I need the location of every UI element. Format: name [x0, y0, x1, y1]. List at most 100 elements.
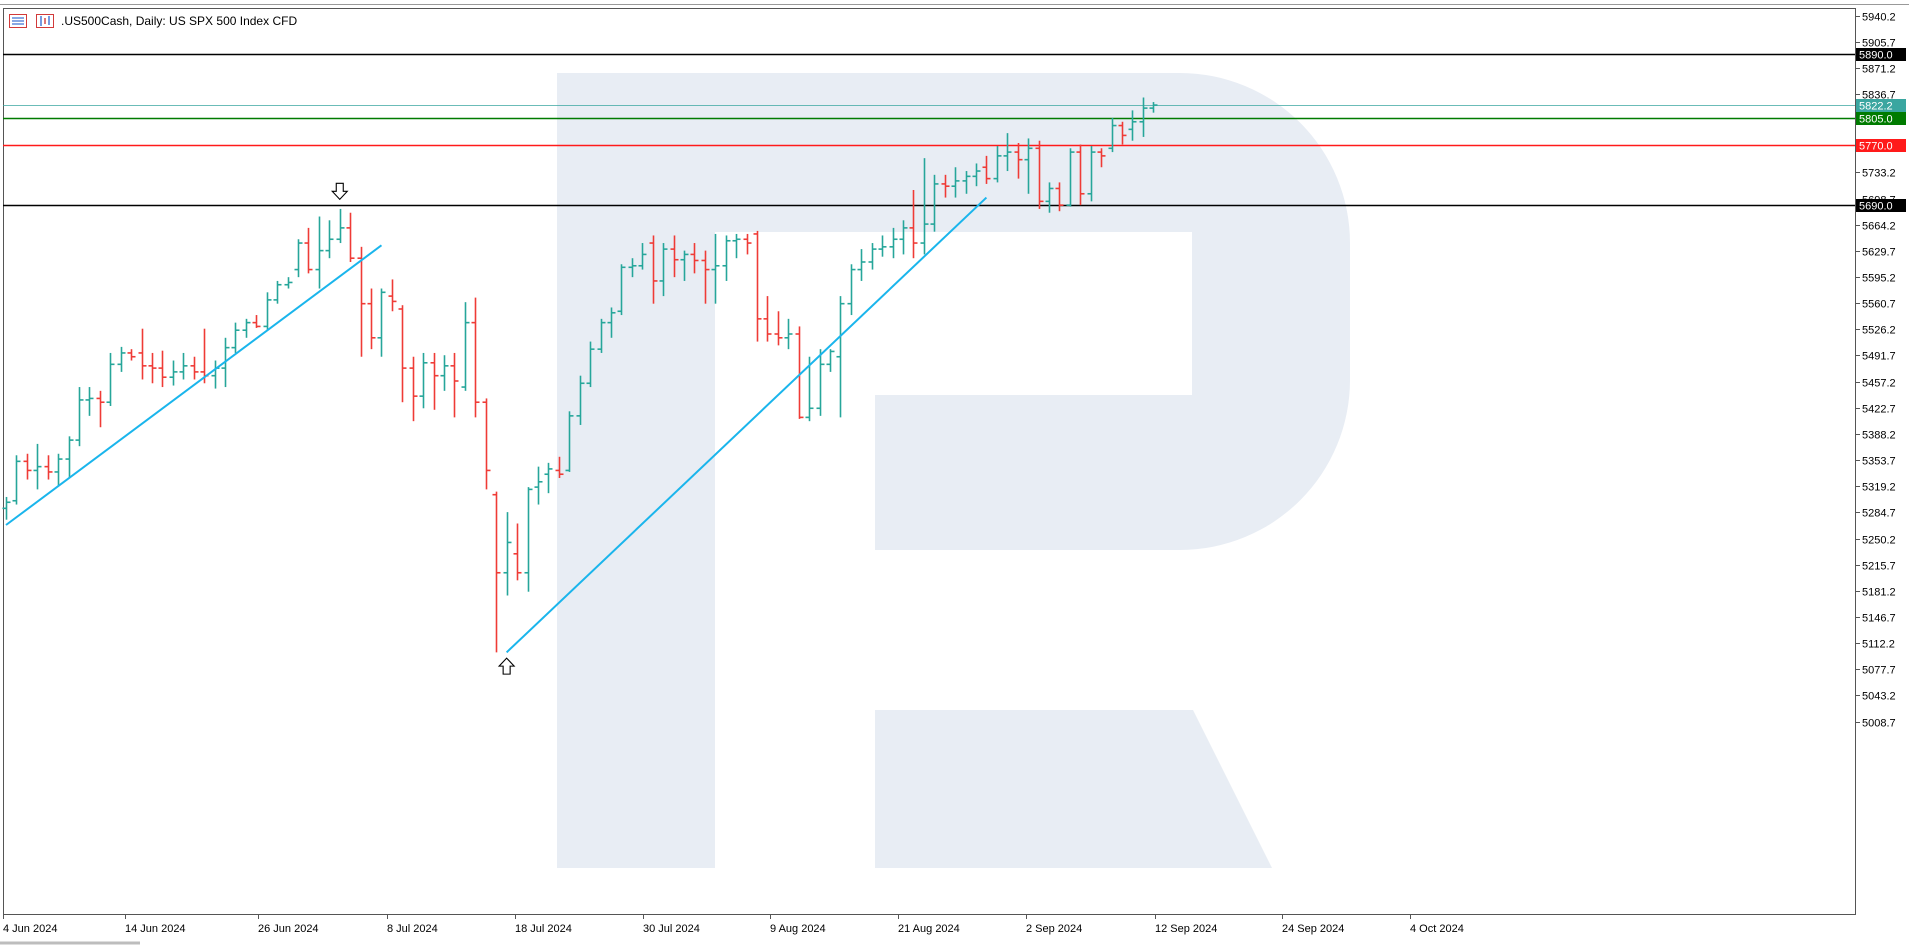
price-level-tag [1856, 199, 1906, 212]
y-tick-label: 5560.7 [1862, 299, 1896, 311]
bar-chart-icon[interactable] [36, 14, 54, 28]
ohlc-bar [555, 456, 564, 479]
ohlc-bar [336, 208, 345, 244]
ohlc-bar [962, 171, 971, 194]
x-tick-label: 18 Jul 2024 [515, 923, 572, 935]
ohlc-bar [75, 387, 84, 447]
ohlc-bar [169, 360, 178, 386]
x-tick-label: 12 Sep 2024 [1155, 923, 1217, 935]
price-level-tag-label: 5890.0 [1859, 50, 1893, 62]
ohlc-bar [690, 243, 699, 274]
ohlc-bar [273, 280, 282, 304]
ohlc-bar [388, 279, 397, 312]
y-tick-label: 5112.2 [1862, 639, 1895, 651]
x-tick-label: 30 Jul 2024 [643, 923, 700, 935]
ohlc-bar [513, 523, 522, 581]
y-tick-label: 5250.2 [1862, 535, 1896, 547]
ohlc-bar [1128, 110, 1137, 141]
price-level-tag [1856, 139, 1906, 152]
y-tick-label: 5146.7 [1862, 613, 1896, 625]
ohlc-bar [836, 296, 845, 418]
ohlc-bar [377, 288, 386, 357]
ohlc-bar [138, 328, 147, 380]
y-tick-label: 5595.2 [1862, 273, 1896, 285]
ohlc-bar [659, 243, 668, 297]
x-tick-label: 9 Aug 2024 [770, 923, 826, 935]
y-tick-label: 5215.7 [1862, 561, 1896, 573]
ohlc-bar [951, 167, 960, 198]
ohlc-bar [367, 288, 376, 350]
ohlc-bar [127, 349, 136, 361]
ohlc-bar [544, 462, 553, 494]
ohlc-bar [252, 315, 261, 328]
x-tick-label: 4 Oct 2024 [1410, 923, 1464, 935]
ohlc-bar [179, 352, 188, 380]
price-level-tag-label: 5770.0 [1859, 141, 1893, 153]
ohlc-bar [357, 246, 366, 357]
ohlc-bar [1003, 133, 1012, 172]
ohlc-bar [2, 496, 11, 520]
ohlc-bar [23, 453, 32, 480]
ohlc-bar [315, 216, 324, 289]
ohlc-bar [461, 302, 470, 391]
ohlc-bar [795, 326, 804, 419]
x-tick-label: 2 Sep 2024 [1026, 923, 1082, 935]
ohlc-bar [440, 355, 449, 391]
ohlc-bar [670, 235, 679, 278]
y-tick-label: 5526.2 [1862, 325, 1896, 337]
arrow-up-icon[interactable] [497, 657, 516, 675]
symbol-title: .US500Cash, Daily: US SPX 500 Index CFD [61, 14, 297, 28]
ohlc-bar [242, 318, 251, 338]
ohlc-bar [106, 352, 115, 407]
ohlc-bar [732, 233, 741, 259]
price-level-tag [1856, 48, 1906, 61]
ohlc-bar [930, 174, 939, 232]
ohlc-bar [649, 235, 658, 304]
ohlc-bar [482, 398, 491, 490]
ohlc-bar [1066, 148, 1075, 207]
y-tick-label: 5284.7 [1862, 508, 1896, 520]
ohlc-bar [492, 491, 501, 653]
y-tick-label: 5388.2 [1862, 430, 1896, 442]
ohlc-bar [44, 455, 53, 480]
ohlc-bar [1118, 121, 1127, 145]
ohlc-bar [12, 455, 21, 505]
ohlc-bar [753, 230, 762, 342]
ohlc-bar [450, 352, 459, 418]
y-tick-label: 5940.2 [1862, 12, 1896, 24]
ohlc-bars [2, 97, 1158, 653]
ohlc-bar [325, 220, 334, 259]
ohlc-bar [85, 387, 94, 416]
ohlc-bar [471, 297, 480, 418]
ohlc-bar [346, 212, 355, 262]
ohlc-bar [1045, 182, 1054, 213]
ohlc-bar [503, 512, 512, 596]
ohlc-bar [847, 264, 856, 316]
ohlc-bar [711, 233, 720, 304]
x-tick-label: 4 Jun 2024 [3, 923, 57, 935]
price-level-tag-label: 5805.0 [1859, 114, 1893, 126]
price-level-tag-label: 5690.0 [1859, 201, 1893, 213]
ohlc-bar [1139, 97, 1148, 137]
x-tick-label: 8 Jul 2024 [387, 923, 438, 935]
ohlc-bar [65, 436, 74, 479]
ohlc-bar [117, 346, 126, 372]
y-tick-label: 5043.2 [1862, 691, 1896, 703]
ohlc-bar [784, 318, 793, 350]
x-tick-label: 24 Sep 2024 [1282, 923, 1344, 935]
price-list-icon[interactable] [9, 14, 27, 28]
time-axis[interactable]: 4 Jun 2024 14 Jun 2024 26 Jun 2024 8 Jul 20… [3, 914, 1464, 935]
ohlc-bar [524, 487, 533, 592]
ohlc-bar [430, 352, 439, 410]
y-tick-label: 5008.7 [1862, 718, 1896, 730]
x-tick-label: 21 Aug 2024 [898, 923, 960, 935]
arrow-down-icon[interactable] [330, 182, 349, 201]
ohlc-bar [1097, 148, 1106, 168]
ohlc-bar [1076, 144, 1085, 206]
price-axis[interactable]: 5940.25905.75871.25836.75802.25767.75733… [1855, 9, 1906, 914]
ohlc-bar [190, 356, 199, 380]
trendline[interactable] [5, 244, 383, 526]
ohlc-bar [680, 250, 689, 281]
trendline[interactable] [505, 196, 988, 654]
